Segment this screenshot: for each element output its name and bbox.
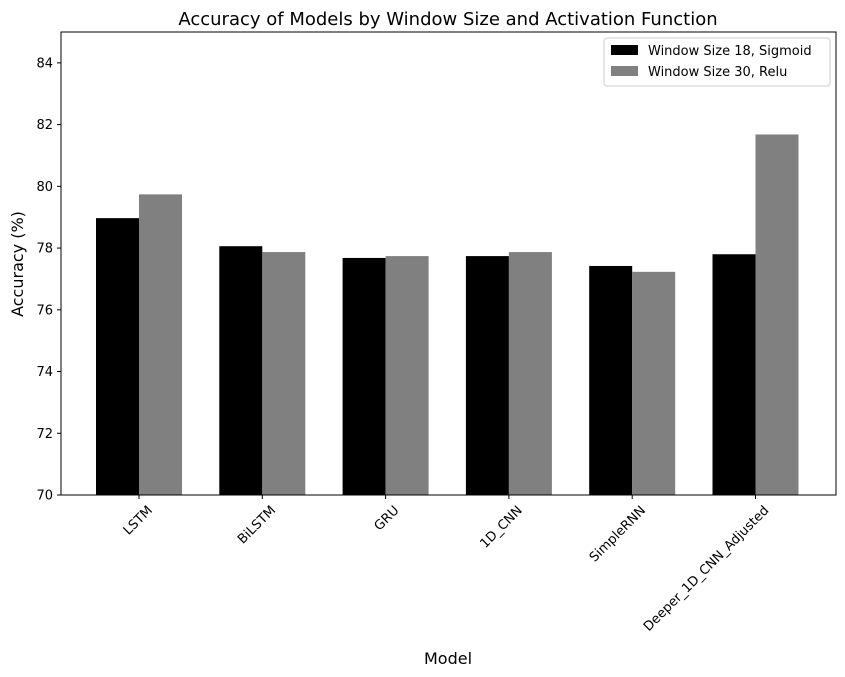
bar-Deeper_1D_CNN_Adjusted-series-1 [712, 254, 756, 495]
legend-box [603, 37, 831, 87]
plot-frame [60, 31, 837, 496]
x-axis: LSTM BiLSTM GRU 1D_CNN SimpleRNNDeeper_1D_CN… [121, 495, 772, 635]
bar-1D_CNN-series-2 [508, 252, 552, 495]
bar-BiLSTM-series-2 [262, 252, 306, 495]
y-axis-label: Accuracy (%) [8, 211, 27, 317]
y-tick-label: 84 [36, 56, 53, 71]
y-tick-label: 78 [36, 242, 53, 257]
bar-BiLSTM-series-1 [219, 246, 263, 495]
bar-GRU-series-2 [385, 256, 429, 495]
x-tick-label: SimpleRNN [587, 503, 649, 565]
bar-1D_CNN-series-1 [465, 256, 509, 495]
x-tick-label: GRU [372, 503, 403, 534]
legend-entry: Window Size 30, Relu [648, 65, 787, 80]
y-tick-label: 70 [36, 489, 53, 504]
bar-Deeper_1D_CNN_Adjusted-series-2 [755, 134, 799, 495]
bar-LSTM-series-2 [139, 194, 182, 495]
legend-entry: Window Size 18, Sigmoid [648, 44, 812, 59]
bar-SimpleRNN-series-2 [632, 271, 676, 495]
x-tick-label: 1D_CNN [477, 503, 525, 551]
chart-title: Accuracy of Models by Window Size and Ac… [178, 9, 717, 30]
bar-LSTM-series-1 [96, 218, 139, 495]
bar-GRU-series-1 [342, 257, 386, 495]
legend-swatch [611, 45, 638, 55]
y-tick-label: 80 [36, 180, 53, 195]
bar-SimpleRNN-series-1 [589, 265, 633, 495]
plot-area [96, 134, 799, 495]
y-tick-label: 76 [36, 303, 53, 318]
legend: Window Size 18, Sigmoid Window Size 30, R… [603, 37, 831, 87]
legend-swatch [611, 66, 638, 76]
y-tick-label: 82 [36, 118, 53, 133]
y-tick-label: 74 [36, 365, 53, 380]
x-tick-label: BiLSTM [235, 503, 279, 547]
y-axis: 70 72 74 76 78 80 82 84 [36, 56, 61, 504]
y-tick-label: 72 [36, 427, 53, 442]
x-tick-label: LSTM [121, 503, 156, 538]
x-tick-label: Deeper_1D_CNN_Adjusted [641, 503, 772, 634]
x-axis-label: Model [424, 649, 472, 668]
